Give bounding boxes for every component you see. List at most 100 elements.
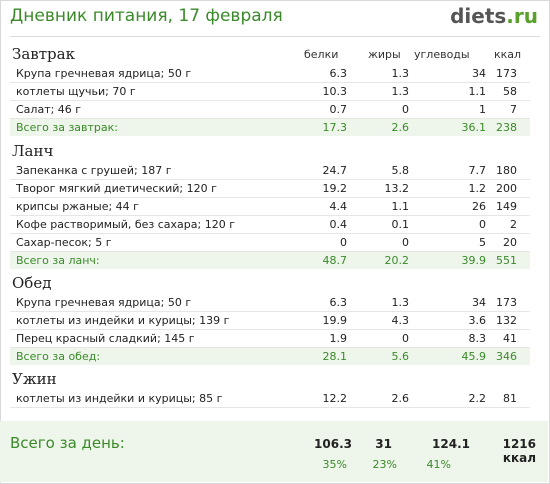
kcal-value: 173 bbox=[496, 67, 517, 80]
kcal-value: 2 bbox=[510, 218, 517, 231]
fat-value: 2.6 bbox=[391, 392, 410, 405]
day-total-fat: 31 bbox=[375, 437, 392, 451]
fat-value: 0 bbox=[402, 236, 409, 249]
carbs-value: 5 bbox=[479, 236, 486, 249]
food-row[interactable]: Сахар-песок; 5 г 0 0 5 20 bbox=[10, 234, 530, 252]
meal-title-supper: Ужин bbox=[12, 370, 57, 388]
kcal-value: 58 bbox=[503, 85, 517, 98]
total-fat: 2.6 bbox=[391, 121, 410, 134]
food-row[interactable]: Перец красный сладкий; 145 г 1.9 0 8.3 4… bbox=[10, 330, 530, 348]
food-row[interactable]: Салат; 46 г 0.7 0 1 7 bbox=[10, 101, 530, 119]
meal-total-label: Всего за завтрак: bbox=[16, 121, 119, 134]
protein-value: 0.4 bbox=[329, 218, 348, 231]
day-total-panel: Всего за день: 106.3 31 124.1 1216 ккал … bbox=[0, 421, 548, 482]
fat-value: 13.2 bbox=[384, 182, 410, 195]
col-header-protein: белки bbox=[304, 48, 339, 61]
site-logo[interactable]: diets.ru bbox=[450, 4, 538, 28]
fat-value: 1.3 bbox=[391, 85, 410, 98]
total-fat: 20.2 bbox=[384, 254, 410, 267]
food-name: котлеты щучьи; 70 г bbox=[16, 85, 136, 98]
carbs-value: 7.7 bbox=[468, 164, 487, 177]
fat-value: 4.3 bbox=[391, 314, 410, 327]
fat-value: 0 bbox=[402, 332, 409, 345]
day-carbs-percent: 41% bbox=[426, 458, 451, 471]
kcal-value: 7 bbox=[510, 103, 517, 116]
food-row[interactable]: Творог мягкий диетический; 120 г 19.2 13… bbox=[10, 180, 530, 198]
carbs-value: 1.1 bbox=[468, 85, 487, 98]
food-row[interactable]: Запеканка с грушей; 187 г 24.7 5.8 7.7 1… bbox=[10, 162, 530, 180]
protein-value: 0.7 bbox=[329, 103, 348, 116]
food-name: Запеканка с грушей; 187 г bbox=[16, 164, 172, 177]
meal-total-label: Всего за ланч: bbox=[16, 254, 100, 267]
total-carbs: 39.9 bbox=[461, 254, 487, 267]
carbs-value: 26 bbox=[472, 200, 486, 213]
protein-value: 10.3 bbox=[322, 85, 348, 98]
day-total-carbs: 124.1 bbox=[432, 437, 470, 451]
protein-value: 0 bbox=[340, 236, 347, 249]
day-protein-percent: 35% bbox=[322, 458, 347, 471]
food-row[interactable]: Кофе растворимый, без сахара; 120 г 0.4 … bbox=[10, 216, 530, 234]
food-name: Кофе растворимый, без сахара; 120 г bbox=[16, 218, 235, 231]
day-fat-percent: 23% bbox=[372, 458, 397, 471]
meal-total-label: Всего за обед: bbox=[16, 350, 101, 363]
food-row[interactable]: котлеты из индейки и курицы; 139 г 19.9 … bbox=[10, 312, 530, 330]
carbs-value: 3.6 bbox=[468, 314, 487, 327]
carbs-value: 2.2 bbox=[468, 392, 487, 405]
col-header-kcal: ккал bbox=[494, 48, 522, 61]
logo-main: diets bbox=[450, 4, 507, 28]
carbs-value: 0 bbox=[479, 218, 486, 231]
kcal-value: 173 bbox=[496, 296, 517, 309]
carbs-value: 34 bbox=[472, 67, 486, 80]
total-carbs: 45.9 bbox=[461, 350, 487, 363]
protein-value: 24.7 bbox=[322, 164, 348, 177]
food-row[interactable]: Крупа гречневая ядрица; 50 г 6.3 1.3 34 … bbox=[10, 294, 530, 312]
total-carbs: 36.1 bbox=[461, 121, 487, 134]
kcal-value: 200 bbox=[496, 182, 517, 195]
total-kcal: 238 bbox=[496, 121, 517, 134]
food-name: Салат; 46 г bbox=[16, 103, 82, 116]
meal-title-lunch: Ланч bbox=[12, 142, 54, 160]
total-protein: 48.7 bbox=[322, 254, 348, 267]
day-total-kcal: 1216 ккал bbox=[502, 437, 536, 465]
carbs-value: 8.3 bbox=[468, 332, 487, 345]
fat-value: 1.1 bbox=[391, 200, 410, 213]
food-name: крипсы ржаные; 44 г bbox=[16, 200, 139, 213]
food-name: Творог мягкий диетический; 120 г bbox=[16, 182, 217, 195]
protein-value: 19.2 bbox=[322, 182, 348, 195]
food-name: Крупа гречневая ядрица; 50 г bbox=[16, 296, 192, 309]
meal-title-breakfast: Завтрак bbox=[12, 45, 75, 63]
total-protein: 17.3 bbox=[322, 121, 348, 134]
kcal-value: 81 bbox=[503, 392, 517, 405]
meal-total-row: Всего за завтрак: 17.3 2.6 36.1 238 bbox=[10, 119, 530, 136]
food-row[interactable]: крипсы ржаные; 44 г 4.4 1.1 26 149 bbox=[10, 198, 530, 216]
kcal-value: 41 bbox=[503, 332, 517, 345]
protein-value: 19.9 bbox=[322, 314, 348, 327]
fat-value: 1.3 bbox=[391, 296, 410, 309]
fat-value: 0 bbox=[402, 103, 409, 116]
day-total-protein: 106.3 bbox=[314, 437, 352, 451]
total-fat: 5.6 bbox=[391, 350, 410, 363]
fat-value: 5.8 bbox=[391, 164, 410, 177]
food-row[interactable]: Крупа гречневая ядрица; 50 г 6.3 1.3 34 … bbox=[10, 65, 530, 83]
header: Дневник питания, 17 февраля diets.ru bbox=[10, 4, 540, 30]
food-name: Перец красный сладкий; 145 г bbox=[16, 332, 195, 345]
protein-value: 6.3 bbox=[329, 67, 348, 80]
food-name: Крупа гречневая ядрица; 50 г bbox=[16, 67, 192, 80]
protein-value: 12.2 bbox=[322, 392, 348, 405]
total-kcal: 551 bbox=[496, 254, 517, 267]
food-name: Сахар-песок; 5 г bbox=[16, 236, 112, 249]
food-row[interactable]: котлеты щучьи; 70 г 10.3 1.3 1.1 58 bbox=[10, 83, 530, 101]
meal-total-row: Всего за ланч: 48.7 20.2 39.9 551 bbox=[10, 252, 530, 269]
kcal-value: 180 bbox=[496, 164, 517, 177]
fat-value: 1.3 bbox=[391, 67, 410, 80]
day-total-label: Всего за день: bbox=[10, 434, 125, 452]
page-title: Дневник питания, 17 февраля bbox=[10, 6, 283, 26]
food-row[interactable]: котлеты из индейки и курицы; 85 г 12.2 2… bbox=[10, 390, 530, 408]
logo-suffix: .ru bbox=[506, 4, 538, 28]
kcal-value: 132 bbox=[496, 314, 517, 327]
col-header-carbs: углеводы bbox=[414, 48, 470, 61]
food-name: котлеты из индейки и курицы; 139 г bbox=[16, 314, 230, 327]
carbs-value: 1.2 bbox=[468, 182, 487, 195]
col-header-fat: жиры bbox=[368, 48, 401, 61]
protein-value: 1.9 bbox=[329, 332, 348, 345]
